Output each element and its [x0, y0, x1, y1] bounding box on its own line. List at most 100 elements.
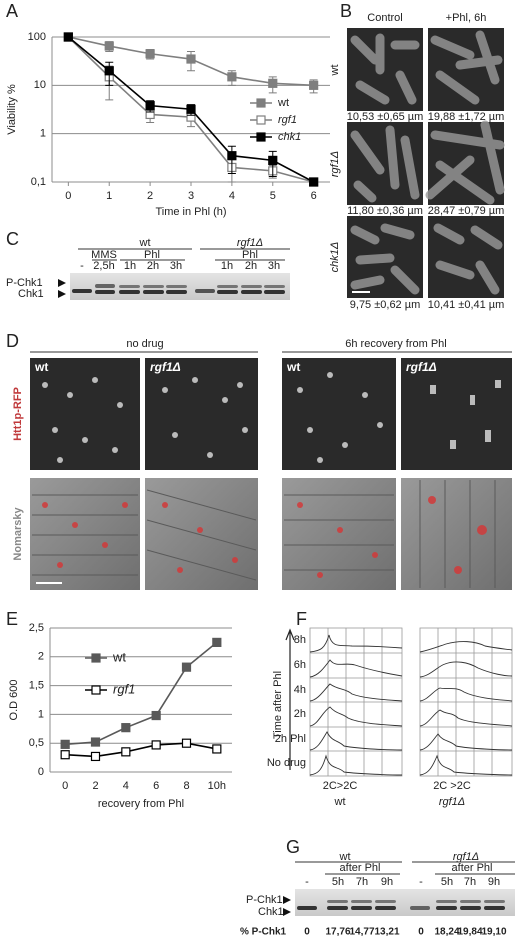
lane-label: 1h [221, 260, 233, 272]
marker [121, 747, 131, 757]
lane-label: - [80, 260, 84, 272]
measurement: 19,88 ±1,72 µm [428, 111, 505, 123]
percentage: 19,10 [481, 927, 506, 938]
marker [90, 737, 101, 747]
treatment-label: after Phl [340, 862, 381, 874]
band-label: P-Chk1 [246, 894, 283, 906]
legend-label: rgf1 [113, 681, 135, 696]
panel-label: D [6, 331, 19, 351]
percentage: 0 [418, 927, 424, 938]
x-label: 2C>2C [323, 780, 358, 792]
marker [268, 155, 278, 165]
x-axis-title: Time in Phl (h) [155, 206, 226, 218]
cells [350, 30, 505, 295]
lane-label: 2h [147, 260, 159, 272]
y-tick-label: 2 [38, 651, 44, 663]
x-tick-label: 1 [106, 190, 112, 202]
y-tick-label: 10 [34, 79, 46, 91]
micrograph [401, 358, 512, 470]
series-line [65, 742, 217, 758]
micrograph [282, 478, 396, 590]
marker [227, 72, 237, 82]
strain-label: rgf1Δ [150, 360, 181, 374]
rfp-signal [42, 496, 487, 578]
row-label: No drug [267, 757, 306, 769]
marker [121, 723, 131, 733]
condition-label: no drug [126, 338, 163, 350]
marker [104, 41, 114, 51]
x-tick-label: 8 [183, 780, 189, 792]
lane-label: 3h [170, 260, 182, 272]
marker [90, 751, 101, 762]
marker [145, 49, 155, 59]
band-arrows [283, 896, 291, 916]
percentage: 0 [304, 927, 310, 938]
group-label: rgf1Δ [237, 237, 263, 249]
lane-label: 5h [332, 876, 344, 888]
legend-swatch [91, 653, 101, 663]
treatment-label: after Phl [452, 862, 493, 874]
marker [212, 637, 222, 648]
measurement: 11,80 ±0,36 µm [347, 205, 423, 217]
x-tick-label: 0 [65, 190, 71, 202]
series-line [65, 641, 218, 746]
measurement: 28,47 ±0,79 µm [428, 205, 505, 217]
panel-label: B [340, 1, 352, 21]
legend-label: wt [112, 649, 126, 664]
legend-swatch [256, 98, 266, 108]
row-label: chk1Δ [329, 242, 341, 273]
measurement: 10,53 ±0,65 µm [347, 111, 424, 123]
micrograph [145, 358, 258, 470]
legend-swatch [91, 685, 101, 695]
strain-label: rgf1Δ [406, 360, 437, 374]
treatment-label: Phl [242, 249, 258, 261]
y-tick-label: 0,5 [29, 737, 44, 749]
marker [104, 66, 114, 76]
micrograph [282, 358, 396, 470]
y-tick-label: 100 [28, 31, 46, 43]
panel-label: G [286, 837, 300, 857]
time-arrow [285, 628, 295, 770]
x-tick-label: 2 [147, 190, 153, 202]
x-axis-title: recovery from Phl [98, 798, 184, 810]
x-tick-label: 3 [188, 190, 194, 202]
percentage: 13,21 [374, 927, 399, 938]
blot-bands [297, 900, 505, 910]
group-label: wt [139, 237, 151, 249]
micrograph [30, 478, 140, 590]
marker [186, 104, 196, 114]
row-label: 4h [294, 684, 306, 696]
panel-label: A [6, 1, 18, 21]
panel-label: F [296, 609, 307, 629]
y-tick-label: 1 [38, 708, 44, 720]
row-label: Nomarsky [12, 507, 24, 561]
row-label: wt [329, 65, 341, 77]
y-tick-label: 1 [40, 128, 46, 140]
x-tick-label: 6 [311, 190, 317, 202]
lane-label: 9h [488, 876, 500, 888]
y-tick-label: 0 [38, 766, 44, 778]
marker [309, 177, 319, 187]
marker [60, 739, 70, 749]
percentage: 14,77 [349, 927, 374, 938]
column-header: Control [367, 12, 402, 24]
panel-label: E [6, 609, 18, 629]
panel-label: C [6, 229, 19, 249]
lane-label: 1h [124, 260, 136, 272]
strain-label: rgf1Δ [439, 796, 465, 808]
row-label: % P-Chk1 [240, 927, 287, 938]
marker [268, 78, 278, 88]
x-tick-label: 5 [270, 190, 276, 202]
marker [181, 662, 192, 672]
histogram-grid [309, 627, 513, 777]
marker [63, 32, 73, 42]
strain-label: wt [334, 796, 346, 808]
strain-label: wt [286, 360, 300, 374]
y-tick-label: 2,5 [29, 622, 44, 634]
band-label: P-Chk1 [6, 277, 43, 289]
lane-label: 9h [381, 876, 393, 888]
band-label: Chk1 [258, 906, 284, 918]
condition-label: 6h recovery from Phl [345, 338, 446, 350]
y-tick-label: 1,5 [29, 680, 44, 692]
group-label: rgf1Δ [453, 851, 479, 863]
